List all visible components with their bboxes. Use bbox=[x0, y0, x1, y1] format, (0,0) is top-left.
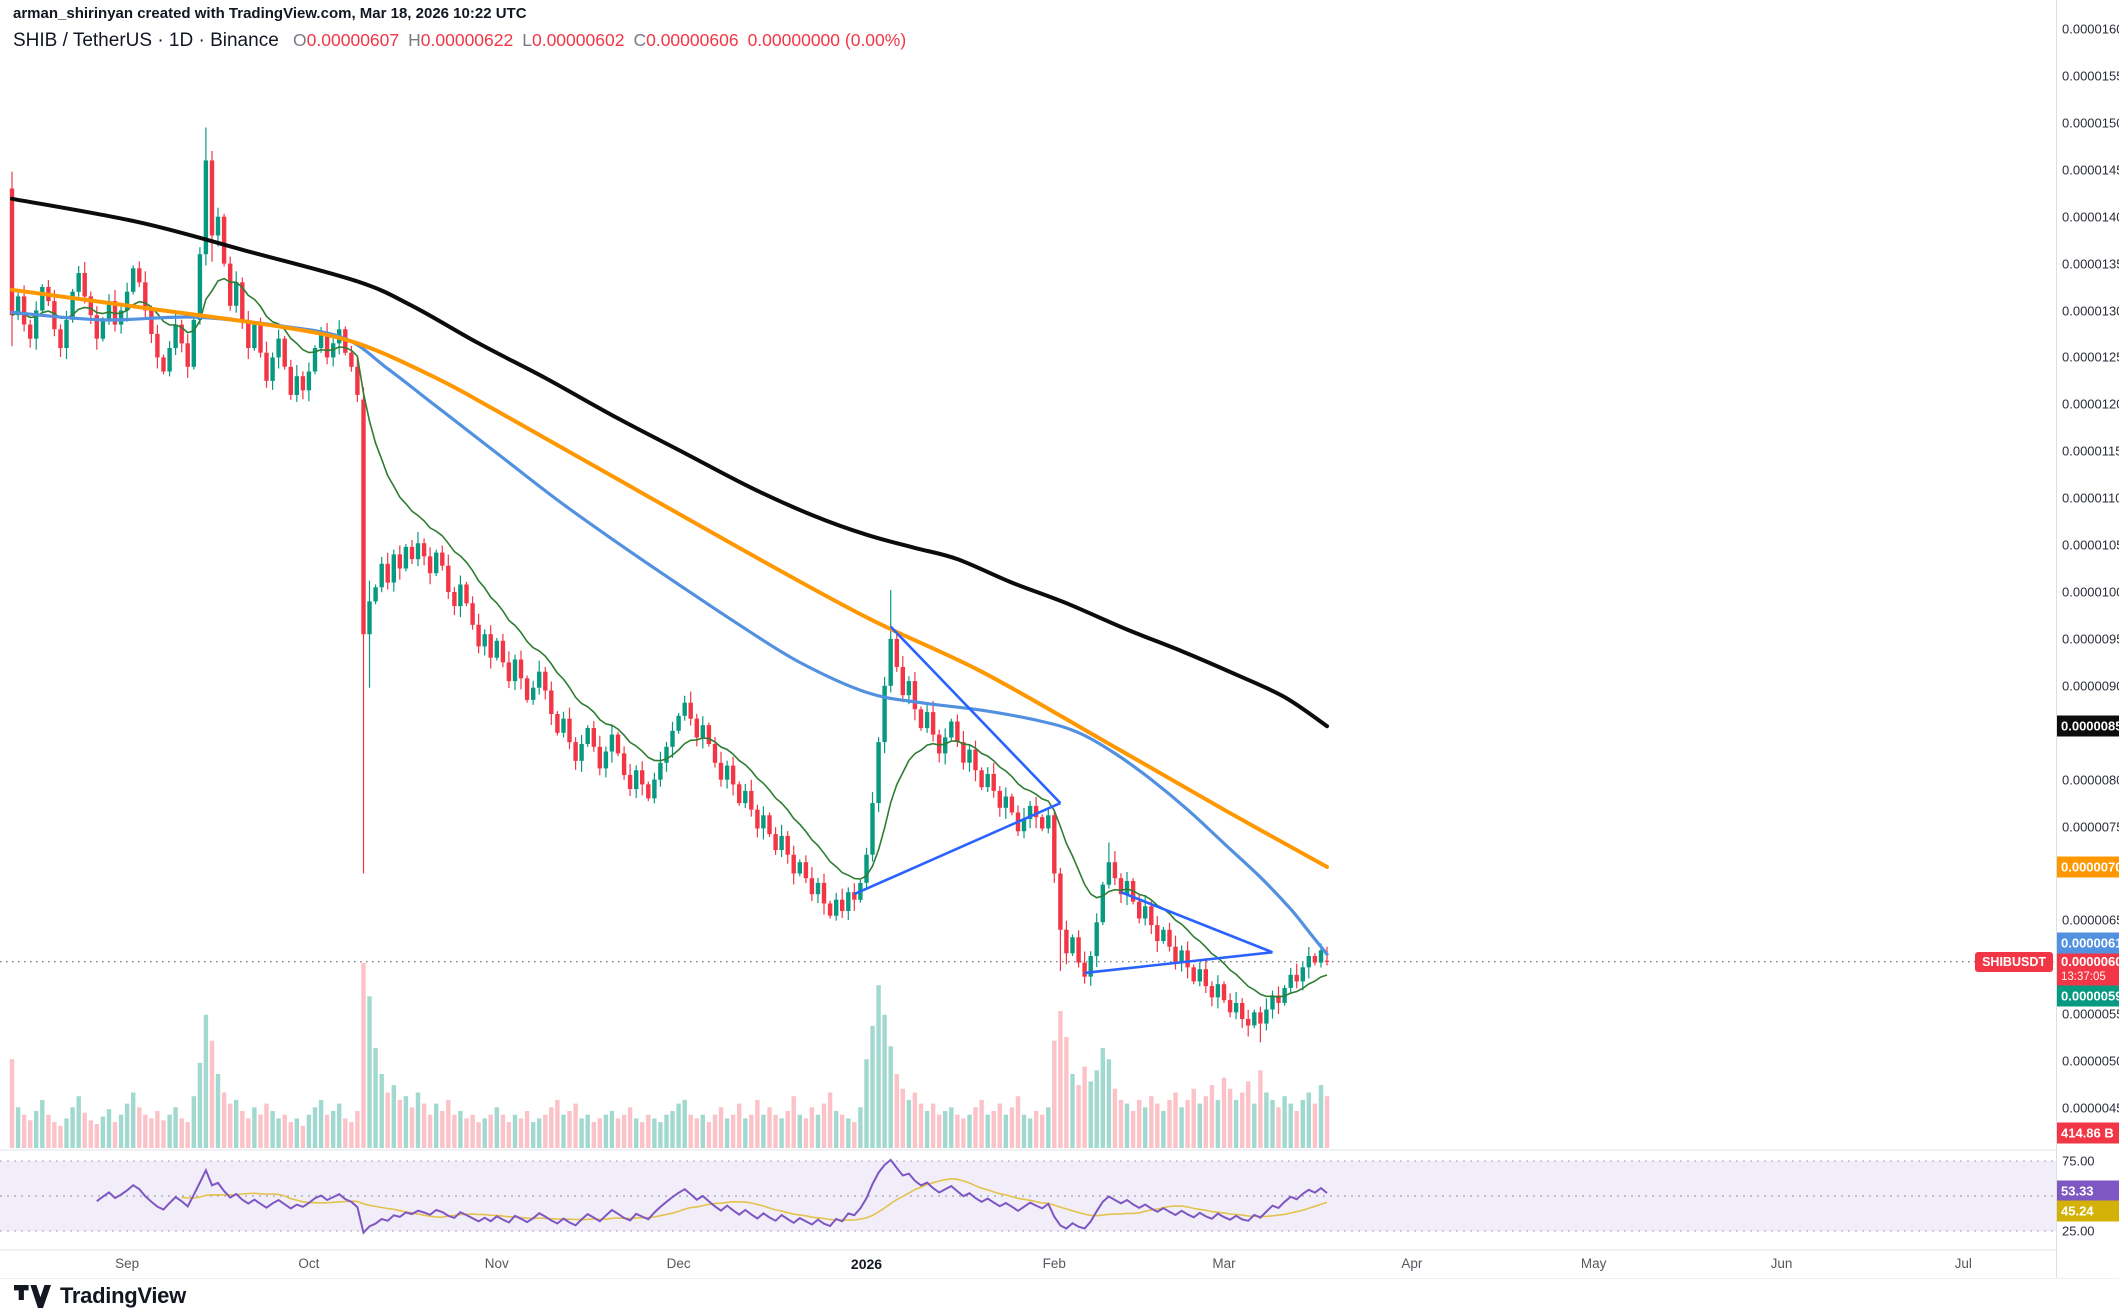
last-price-label: 0.00000606 13:37:05 bbox=[2057, 952, 2119, 986]
symbol-price-tag: SHIBUSDT bbox=[1975, 952, 2053, 972]
symbol-title[interactable]: SHIB / TetherUS · 1D · Binance bbox=[13, 30, 279, 51]
ma-green-value-label: 0.00000593 bbox=[2057, 985, 2119, 1007]
high-value: 0.00000622 bbox=[420, 30, 514, 50]
low-value: 0.00000602 bbox=[531, 30, 625, 50]
open-value: 0.00000607 bbox=[306, 30, 400, 50]
time-axis[interactable]: Sep Oct Nov Dec 2026 Feb Mar Apr May Jun Jul bbox=[0, 1251, 2119, 1278]
trendline[interactable] bbox=[1084, 951, 1273, 975]
time-axis-label: Nov bbox=[484, 1256, 509, 1271]
time-axis-label: Apr bbox=[1401, 1256, 1423, 1271]
rsi-axis-label: 25.00 bbox=[2062, 1223, 2095, 1239]
rsi-ma-line bbox=[181, 1177, 1328, 1221]
rsi-axis-label: 75.00 bbox=[2062, 1153, 2095, 1169]
tradingview-logo-text: TradingView bbox=[60, 1283, 186, 1308]
ma-black-value-label: 0.00000857 bbox=[2057, 715, 2119, 737]
rsi-ma-value-label: 45.24 bbox=[2057, 1200, 2119, 1222]
price-axis-label: 0.00001350 bbox=[2062, 256, 2119, 272]
time-axis-label: Dec bbox=[666, 1256, 691, 1271]
time-axis-label: Feb bbox=[1042, 1256, 1066, 1271]
symbol-header[interactable]: SHIB / TetherUS · 1D · Binance O0.000006… bbox=[13, 30, 906, 52]
price-axis-label: 0.00001300 bbox=[2062, 303, 2119, 318]
low-label: L bbox=[522, 30, 532, 50]
close-value: 0.00000606 bbox=[646, 30, 739, 50]
trendline[interactable] bbox=[853, 801, 1061, 896]
last-price-value: 0.00000606 bbox=[2061, 954, 2119, 969]
attribution-text: arman_shirinyan created with TradingView… bbox=[13, 5, 527, 22]
price-axis-label: 0.00000450 bbox=[2062, 1100, 2119, 1116]
time-axis-label: Mar bbox=[1212, 1256, 1236, 1271]
price-axis-label: 0.00000800 bbox=[2062, 772, 2119, 788]
time-axis-label: Sep bbox=[115, 1256, 140, 1271]
tradingview-logo[interactable]: TradingView bbox=[14, 1283, 186, 1309]
price-axis-label: 0.00000650 bbox=[2062, 912, 2119, 928]
ma-blue-value-label: 0.00000614 bbox=[2057, 932, 2119, 954]
bar-countdown: 13:37:05 bbox=[2061, 971, 2106, 983]
volume-series bbox=[9, 963, 1330, 1149]
time-axis-label: Oct bbox=[298, 1256, 320, 1271]
tradingview-logo-icon bbox=[14, 1284, 51, 1308]
price-axis-label: 0.00000900 bbox=[2062, 678, 2119, 694]
change-value: 0.00000000 (0.00%) bbox=[747, 30, 907, 50]
close-label: C bbox=[633, 30, 647, 50]
high-label: H bbox=[408, 30, 421, 50]
price-axis-label: 0.00001450 bbox=[2062, 162, 2119, 178]
price-axis-label: 0.00001050 bbox=[2062, 537, 2119, 553]
price-axis-label: 0.00000950 bbox=[2062, 631, 2119, 647]
price-axis-label: 0.00001600 bbox=[2062, 21, 2119, 37]
price-axis-label: 0.00001000 bbox=[2062, 584, 2119, 600]
price-axis-label: 0.00001400 bbox=[2062, 209, 2119, 225]
ohlc-values: O0.00000607 H0.00000622 L0.00000602 C0.0000… bbox=[284, 30, 906, 50]
time-axis-label: Jul bbox=[1954, 1256, 1972, 1271]
price-axis-label: 0.00000550 bbox=[2062, 1006, 2119, 1022]
price-axis[interactable]: 0.00000606 13:37:05 414.86 B 0.00001600 0… bbox=[2056, 0, 2119, 1278]
candlestick-series bbox=[9, 127, 1330, 1043]
time-axis-label: May bbox=[1580, 1256, 1607, 1271]
ma-green-line bbox=[11, 277, 1328, 998]
volume-value-label: 414.86 B bbox=[2057, 1122, 2119, 1144]
ma-orange-line bbox=[10, 287, 1329, 869]
time-axis-label: 2026 bbox=[850, 1256, 883, 1272]
price-axis-label: 0.00001550 bbox=[2062, 68, 2119, 84]
price-axis-label: 0.00000750 bbox=[2062, 819, 2119, 835]
price-axis-label: 0.00001200 bbox=[2062, 396, 2119, 412]
ma-orange-value-label: 0.00000707 bbox=[2057, 856, 2119, 878]
rsi-value-label: 53.33 bbox=[2057, 1180, 2119, 1202]
time-axis-label: Jun bbox=[1770, 1256, 1793, 1271]
rsi-line bbox=[96, 1158, 1328, 1235]
open-label: O bbox=[293, 30, 307, 50]
trendline[interactable] bbox=[1120, 890, 1273, 954]
ma-blue-line bbox=[10, 310, 1329, 956]
price-axis-label: 0.00001250 bbox=[2062, 349, 2119, 365]
trendline[interactable] bbox=[889, 625, 1062, 805]
price-axis-label: 0.00001500 bbox=[2062, 115, 2119, 131]
ma-black-line bbox=[10, 196, 1329, 729]
price-axis-label: 0.00000500 bbox=[2062, 1053, 2119, 1069]
